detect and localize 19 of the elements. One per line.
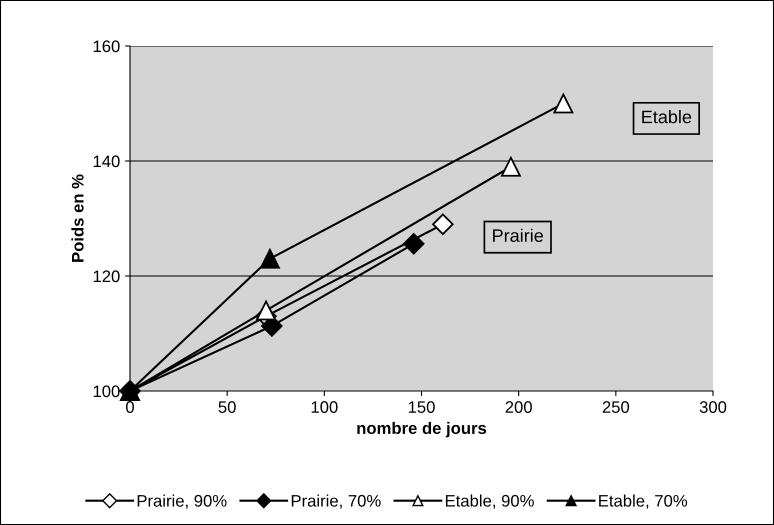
y-tick-label: 100 <box>94 385 120 398</box>
legend-label: Etable, 70% <box>599 494 688 509</box>
y-tick-label: 160 <box>94 40 120 52</box>
y-tick-label: 140 <box>94 155 120 168</box>
legend-label: Prairie, 70% <box>292 494 381 509</box>
legend-label: Etable, 90% <box>446 494 534 509</box>
x-tick-label: 100 <box>312 401 338 413</box>
x-tick-label: 150 <box>408 401 435 413</box>
x-axis-title: nombre de jours <box>357 422 486 438</box>
x-tick-label: 200 <box>506 401 532 413</box>
x-tick-label: 50 <box>218 401 236 413</box>
x-tick-label: 0 <box>126 401 134 413</box>
legend-label: Prairie, 90% <box>138 494 227 509</box>
y-axis-title: Poids en % <box>71 174 84 262</box>
x-tick-label: 300 <box>700 401 726 413</box>
y-tick-label: 120 <box>94 270 120 282</box>
x-tick-label: 250 <box>602 401 630 413</box>
annotation: Etable <box>642 110 692 124</box>
annotation: Prairie <box>493 228 543 242</box>
